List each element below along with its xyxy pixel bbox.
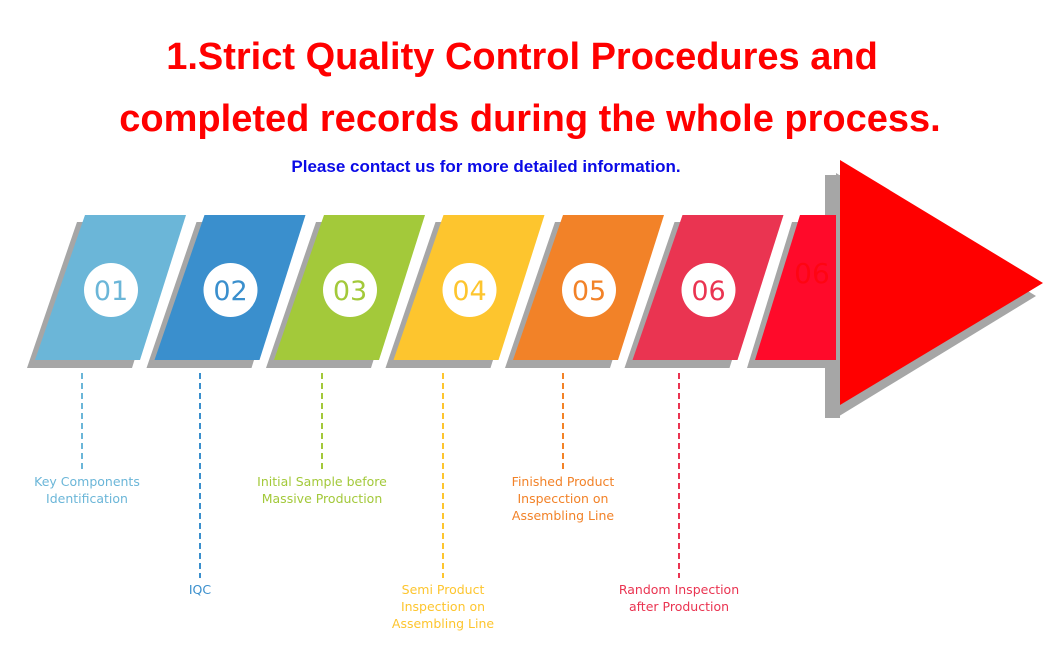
arrow-head <box>840 160 1043 405</box>
step-number: 03 <box>333 276 367 307</box>
title-line-2: completed records during the whole proce… <box>119 98 941 140</box>
step-number: 05 <box>572 276 606 307</box>
arrow-band-number: 06 <box>794 257 830 290</box>
step-number-badge <box>203 263 258 317</box>
step-number-badge <box>562 263 616 317</box>
step-number-badge <box>84 263 138 317</box>
step-label: Initial Sample before Massive Production <box>257 474 387 506</box>
step-label: Key Components Identification <box>34 474 140 506</box>
step-number: 06 <box>691 276 725 307</box>
step-number-badge <box>442 263 497 317</box>
step-label: Finished Product Inspecction on Assembli… <box>511 474 615 523</box>
step-number: 01 <box>94 276 128 307</box>
title-line-1: 1.Strict Quality Control Procedures and <box>166 36 878 78</box>
step-number: 04 <box>452 276 486 307</box>
arrow-band <box>755 215 860 360</box>
step-number-badge <box>681 263 736 317</box>
step-label: Semi Product Inspection on Assembling Li… <box>391 582 495 631</box>
step-label: IQC <box>188 582 212 597</box>
step-number-badge <box>323 263 377 317</box>
subtitle: Please contact us for more detailed info… <box>291 157 681 176</box>
step-label: Random Inspection after Production <box>618 582 740 614</box>
step-number: 02 <box>213 276 247 307</box>
